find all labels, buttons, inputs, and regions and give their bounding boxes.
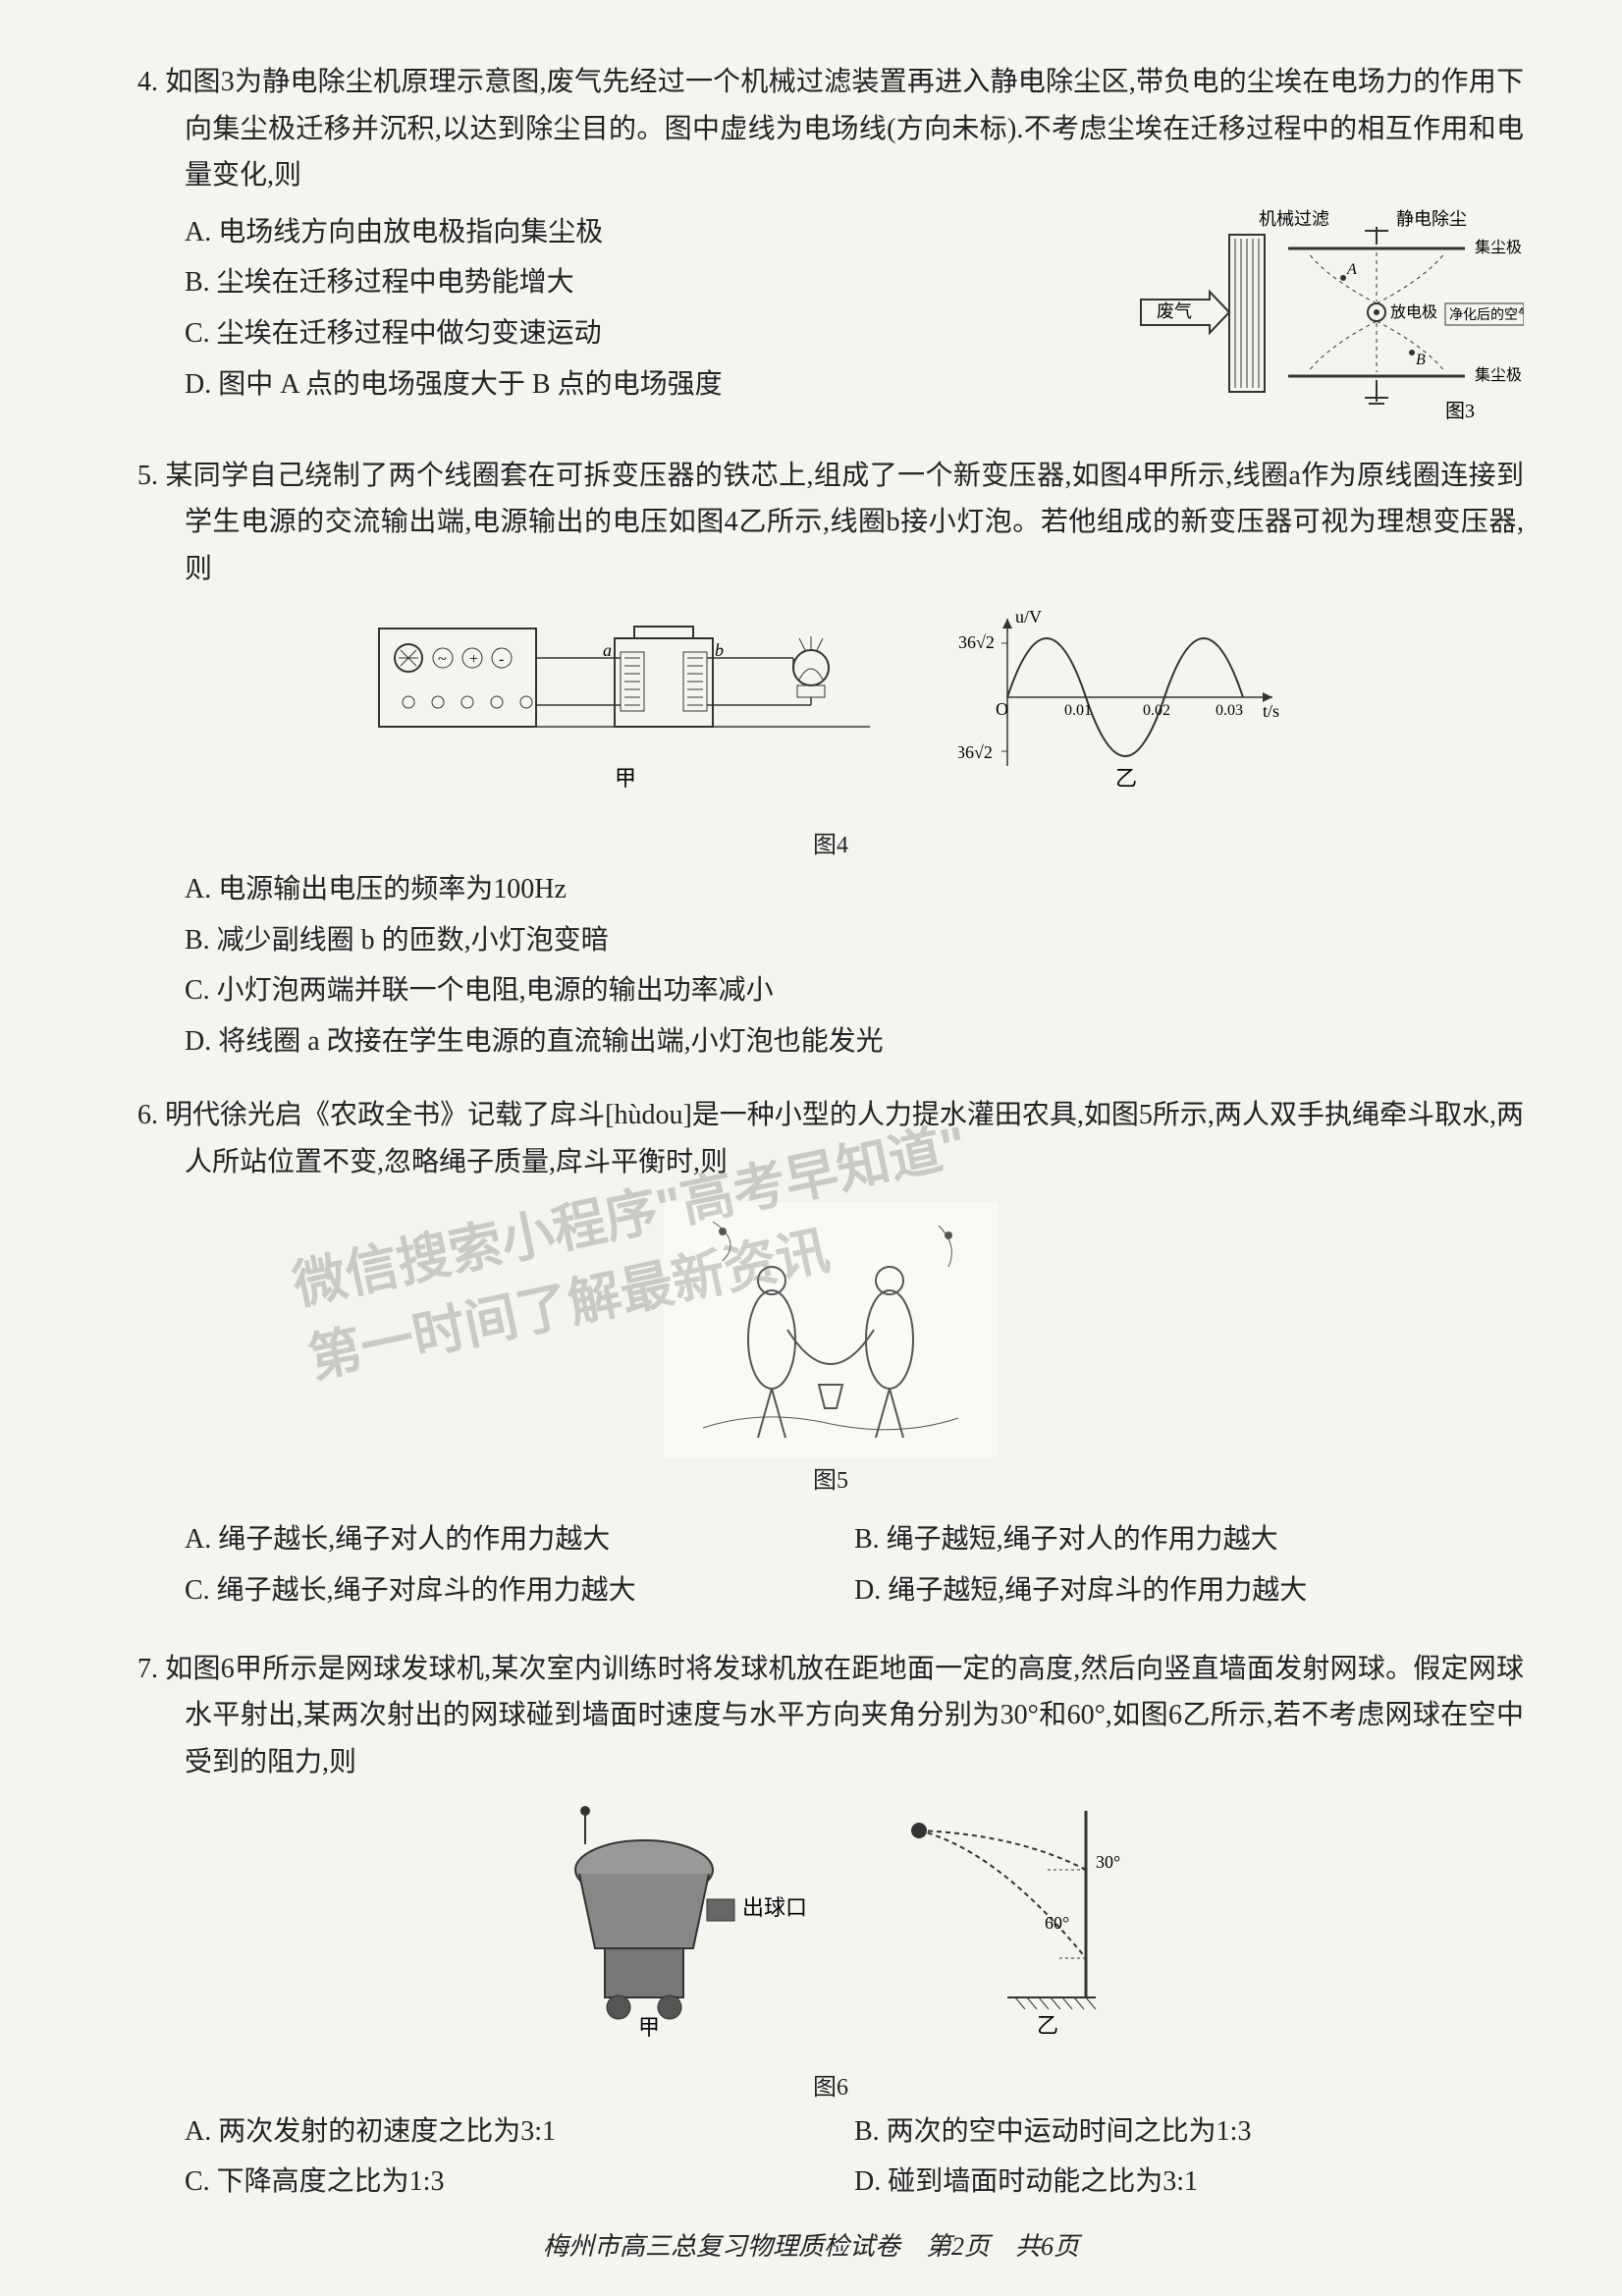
q7-options: A. 两次发射的初速度之比为3:1 B. 两次的空中运动时间之比为1:3 C. … [137, 2108, 1524, 2210]
fig3-clean: 净化后的空气 [1449, 307, 1524, 323]
fig3-waste: 废气 [1157, 301, 1192, 321]
fig4-xt1: 0.01 [1064, 702, 1092, 719]
fig6-trajectory-svg: 30° 60° 乙 [890, 1801, 1145, 2037]
q7-number: 7. [137, 1654, 158, 1684]
fig6-angle-60: 60° [1045, 1913, 1069, 1933]
fig4-xt2: 0.02 [1143, 702, 1170, 719]
svg-text:a: a [603, 640, 612, 660]
svg-text:~: ~ [438, 651, 447, 668]
q4-stem: 4. 如图3为静电除尘机原理示意图,废气先经过一个机械过滤装置再进入静电除尘区,… [137, 59, 1524, 199]
fig3-mech-label: 机械过滤 [1259, 209, 1329, 229]
q7-figures: 出球口 甲 30° 60° 乙 [137, 1801, 1524, 2052]
fig4-jia: ~ + - a [369, 609, 880, 811]
svg-text:O: O [996, 699, 1008, 719]
q4-options-col: A. 电场线方向由放电极指向集尘极 B. 尘埃在迁移过程中电势能增大 C. 尘埃… [137, 209, 1076, 411]
fig3-caption: 图3 [1445, 401, 1475, 422]
q5-option-b: B. 减少副线圈 b 的匝数,小灯泡变暗 [185, 917, 1524, 964]
q7-option-a: A. 两次发射的初速度之比为3:1 [185, 2108, 854, 2156]
svg-text:-: - [499, 651, 504, 668]
q7-option-d: D. 碰到墙面时动能之比为3:1 [854, 2159, 1524, 2206]
q4-option-c: C. 尘埃在迁移过程中做匀变速运动 [185, 310, 1076, 357]
q4-layout: A. 电场线方向由放电极指向集尘极 B. 尘埃在迁移过程中电势能增大 C. 尘埃… [137, 209, 1524, 425]
q4-option-b: B. 尘埃在迁移过程中电势能增大 [185, 259, 1076, 306]
fig3-collect-bot: 集尘极 [1475, 366, 1522, 384]
svg-text:b: b [715, 640, 724, 660]
question-4: 4. 如图3为静电除尘机原理示意图,废气先经过一个机械过滤装置再进入静电除尘区,… [137, 59, 1524, 425]
q6-options: A. 绳子越长,绳子对人的作用力越大 B. 绳子越短,绳子对人的作用力越大 C.… [137, 1516, 1524, 1617]
fig6-angle-30: 30° [1096, 1852, 1120, 1872]
fig5-illustration [664, 1202, 998, 1457]
q5-figures: ~ + - a [137, 609, 1524, 811]
figure-3-svg: 机械过滤 静电除尘 集尘极 集尘极 [1092, 209, 1524, 425]
q5-options: A. 电源输出电压的频率为100Hz B. 减少副线圈 b 的匝数,小灯泡变暗 … [137, 866, 1524, 1065]
q4-option-a: A. 电场线方向由放电极指向集尘极 [185, 209, 1076, 256]
question-5: 5. 某同学自己绕制了两个线圈套在可拆变压器的铁芯上,组成了一个新变压器,如图4… [137, 453, 1524, 1066]
page-footer: 梅州市高三总复习物理质检试卷 第2页 共6页 [0, 2225, 1622, 2269]
q5-number: 5. [137, 461, 158, 491]
q4-options: A. 电场线方向由放电极指向集尘极 B. 尘埃在迁移过程中电势能增大 C. 尘埃… [137, 209, 1076, 408]
q7-option-b: B. 两次的空中运动时间之比为1:3 [854, 2108, 1524, 2156]
q6-text: 明代徐光启《农政全书》记载了戽斗[hùdou]是一种小型的人力提水灌田农具,如图… [165, 1100, 1524, 1177]
q5-option-d: D. 将线圈 a 改接在学生电源的直流输出端,小灯泡也能发光 [185, 1018, 1524, 1066]
q4-number: 4. [137, 67, 158, 97]
q6-option-a: A. 绳子越长,绳子对人的作用力越大 [185, 1516, 854, 1563]
fig3-discharge: 放电极 [1390, 303, 1437, 321]
fig4-xt3: 0.03 [1216, 702, 1243, 719]
q5-stem: 5. 某同学自己绕制了两个线圈套在可拆变压器的铁芯上,组成了一个新变压器,如图4… [137, 453, 1524, 593]
q6-number: 6. [137, 1100, 158, 1130]
fig6-caption: 图6 [137, 2068, 1524, 2108]
fig4-sub-a: 甲 [615, 766, 636, 791]
fig3-collect-top: 集尘极 [1475, 239, 1522, 256]
fig4-sub-b: 乙 [1115, 766, 1137, 791]
fig4-graph-svg: u/V t/s 36√2 -36√2 O 0.01 0.02 0.03 乙 [958, 609, 1292, 795]
question-6: 6. 明代徐光启《农政全书》记载了戽斗[hùdou]是一种小型的人力提水灌田农具… [137, 1092, 1524, 1617]
svg-text:+: + [469, 651, 478, 668]
fig4-ylabel: u/V [1015, 609, 1042, 627]
q4-option-d: D. 图中 A 点的电场强度大于 B 点的电场强度 [185, 361, 1076, 409]
q6-option-d: D. 绳子越短,绳子对戽斗的作用力越大 [854, 1567, 1524, 1614]
fig4-yi: u/V t/s 36√2 -36√2 O 0.01 0.02 0.03 乙 [958, 609, 1292, 811]
q5-option-c: C. 小灯泡两端并联一个电阻,电源的输出功率减小 [185, 967, 1524, 1014]
q6-option-b: B. 绳子越短,绳子对人的作用力越大 [854, 1516, 1524, 1563]
fig6-machine-svg: 出球口 甲 [516, 1801, 811, 2037]
fig5-container: 图5 [664, 1202, 998, 1502]
svg-text:B: B [1416, 352, 1426, 368]
q6-option-c: C. 绳子越长,绳子对戽斗的作用力越大 [185, 1567, 854, 1614]
fig4-ymax: 36√2 [958, 632, 995, 652]
fig5-caption: 图5 [664, 1461, 998, 1502]
q7-text: 如图6甲所示是网球发球机,某次室内训练时将发球机放在距地面一定的高度,然后向竖直… [165, 1654, 1524, 1777]
q7-stem: 7. 如图6甲所示是网球发球机,某次室内训练时将发球机放在距地面一定的高度,然后… [137, 1646, 1524, 1786]
q7-option-c: C. 下降高度之比为1:3 [185, 2159, 854, 2206]
q6-stem: 6. 明代徐光启《农政全书》记载了戽斗[hùdou]是一种小型的人力提水灌田农具… [137, 1092, 1524, 1185]
q4-figure: 机械过滤 静电除尘 集尘极 集尘极 [1092, 209, 1524, 425]
fig4-ymin: -36√2 [958, 742, 993, 762]
svg-text:A: A [1346, 261, 1357, 278]
fig6-sub-b: 乙 [1037, 2013, 1058, 2037]
fig6-jia: 出球口 甲 [516, 1801, 811, 2052]
fig6-yi: 30° 60° 乙 [890, 1801, 1145, 2052]
q5-option-a: A. 电源输出电压的频率为100Hz [185, 866, 1524, 913]
q5-text: 某同学自己绕制了两个线圈套在可拆变压器的铁芯上,组成了一个新变压器,如图4甲所示… [165, 461, 1524, 584]
fig3-dust-label: 静电除尘 [1396, 209, 1467, 229]
q6-figure: 图5 [137, 1202, 1524, 1502]
fig6-launch-label: 出球口 [742, 1895, 807, 1920]
fig4-circuit-svg: ~ + - a [369, 609, 880, 795]
q4-text: 如图3为静电除尘机原理示意图,废气先经过一个机械过滤装置再进入静电除尘区,带负电… [165, 67, 1524, 191]
question-7: 7. 如图6甲所示是网球发球机,某次室内训练时将发球机放在距地面一定的高度,然后… [137, 1646, 1524, 2210]
fig6-sub-a: 甲 [638, 2015, 660, 2037]
fig4-xlabel: t/s [1263, 701, 1279, 721]
fig4-caption: 图4 [137, 826, 1524, 866]
